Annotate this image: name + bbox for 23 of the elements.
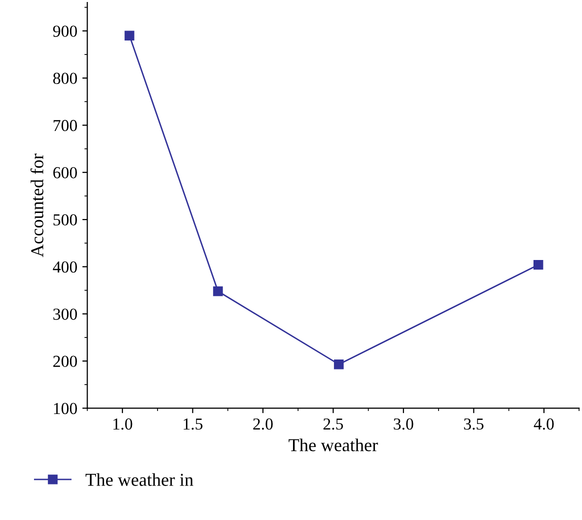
y-tick-label: 600 bbox=[53, 167, 77, 178]
x-tick-label: 1.0 bbox=[113, 418, 132, 430]
x-tick-label: 1.5 bbox=[184, 418, 202, 430]
x-tick-label: 3.5 bbox=[464, 418, 484, 430]
point bbox=[533, 260, 544, 270]
x-tick-label: 4.0 bbox=[534, 418, 554, 430]
y-tick-label: 400 bbox=[52, 261, 77, 273]
point bbox=[124, 30, 134, 40]
point bbox=[334, 359, 344, 370]
y-tick-label: 200 bbox=[53, 356, 77, 367]
y-tick-label: 100 bbox=[54, 402, 77, 414]
y-tick-label: 900 bbox=[53, 26, 77, 37]
y-tick-label: 700 bbox=[54, 120, 77, 132]
x-tick-label: 3.0 bbox=[394, 418, 414, 430]
y-axis-title: Accounted for bbox=[30, 154, 44, 258]
x-axis-title: The weather bbox=[288, 438, 378, 452]
y-tick-label: 500 bbox=[54, 214, 77, 226]
legend-label: The weather in bbox=[86, 473, 194, 486]
point bbox=[213, 286, 223, 296]
x-tick-label: 2.5 bbox=[324, 418, 343, 430]
y-tick-label: 300 bbox=[53, 308, 77, 320]
y-tick-label: 800 bbox=[53, 72, 77, 84]
x-tick-label: 2.0 bbox=[253, 418, 273, 430]
